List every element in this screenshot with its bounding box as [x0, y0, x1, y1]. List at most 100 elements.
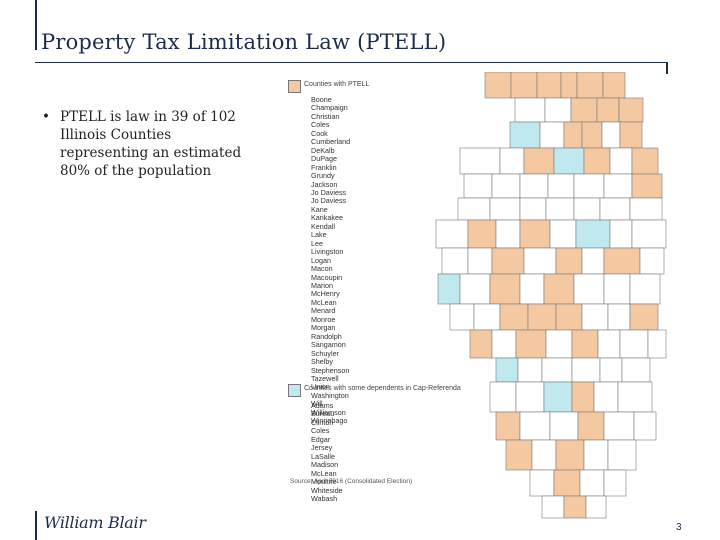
county-shape: [491, 247, 525, 275]
county-shape: [618, 97, 644, 123]
title-accent-bar: [35, 0, 37, 50]
title-underline: [35, 62, 667, 63]
county-shape: [489, 197, 521, 221]
county-shape: [576, 72, 604, 99]
county-shape: [607, 439, 637, 471]
partial-swatch: [288, 384, 301, 397]
county-shape: [603, 273, 631, 305]
county-shape: [541, 357, 573, 383]
county-shape: [499, 147, 525, 175]
county-list-item: Monroe: [311, 314, 336, 324]
county-shape: [437, 273, 461, 305]
county-shape: [515, 381, 545, 413]
county-list-item: McHenry: [311, 289, 340, 299]
county-shape: [435, 219, 469, 249]
county-shape: [499, 303, 529, 331]
county-shape: [621, 357, 651, 383]
bullet-dot: •: [42, 109, 50, 125]
county-list-item: Bureau: [311, 409, 335, 419]
county-list-item: LaSalle: [311, 451, 335, 461]
county-shape: [603, 247, 641, 275]
county-shape: [514, 97, 546, 123]
william-blair-logo: William Blair: [44, 513, 146, 532]
footer-accent-bar: [35, 511, 37, 540]
county-list-item: Edgar: [311, 434, 331, 444]
county-list-item: Menard: [311, 306, 336, 316]
county-shape: [457, 197, 491, 221]
partial-legend-label: Counties with some dependents in Cap-Ref…: [304, 385, 461, 392]
county-list-item: Winnebago: [311, 416, 348, 426]
county-shape: [609, 147, 633, 175]
county-shape: [469, 329, 493, 359]
county-shape: [563, 121, 583, 149]
county-shape: [602, 72, 626, 99]
county-list-item: DeKalb: [311, 145, 335, 155]
county-list-item: Marion: [311, 280, 333, 290]
county-list-item: Morgan: [311, 323, 336, 333]
county-shape: [473, 303, 501, 331]
county-shape: [639, 247, 665, 275]
county-shape: [581, 247, 605, 275]
county-list-item: McLean: [311, 297, 337, 307]
page-number: 3: [676, 522, 682, 533]
county-shape: [519, 173, 549, 199]
partial-county-list: Adams Bureau Clinton Coles Edgar Jersey LaSall…: [311, 401, 343, 503]
county-list-item: Lake: [311, 230, 327, 240]
county-list-item: Jo Daviess: [311, 187, 347, 197]
county-list-item: DuPage: [311, 154, 337, 164]
county-shape: [553, 147, 585, 175]
county-list-item: Christian: [311, 111, 340, 121]
county-list-item: Jackson: [311, 179, 338, 189]
county-shape: [449, 303, 475, 331]
county-shape: [575, 219, 611, 249]
county-list-item: Kendall: [311, 221, 335, 231]
county-shape: [603, 469, 627, 497]
county-list-item: Logan: [311, 255, 331, 265]
county-shape: [467, 247, 493, 275]
county-list-item: Whiteside: [311, 485, 343, 495]
county-list-item: Williamson: [311, 407, 346, 417]
county-shape: [515, 329, 547, 359]
county-shape: [597, 329, 621, 359]
ptell-swatch: [288, 80, 301, 93]
county-shape: [570, 97, 598, 123]
county-list-item: Washington: [311, 390, 349, 400]
county-list-item: Cook: [311, 128, 328, 138]
county-list-item: Union: [311, 382, 330, 392]
county-shape: [495, 357, 519, 383]
county-list-item: Madison: [311, 460, 339, 470]
county-shape: [583, 147, 611, 175]
county-list-item: Stephenson: [311, 365, 350, 375]
county-shape: [549, 219, 577, 249]
county-shape: [609, 219, 633, 249]
county-shape: [619, 329, 649, 359]
ptell-legend-label: Counties with PTELL: [304, 81, 370, 88]
county-shape: [581, 121, 603, 149]
bullet-text: PTELL is law in 39 of 102 Illinois Count…: [60, 109, 242, 179]
county-list-item: Coles: [311, 120, 330, 130]
county-shape: [603, 411, 635, 441]
county-shape: [484, 72, 512, 99]
county-shape: [601, 121, 621, 149]
county-shape: [631, 173, 663, 199]
county-shape: [560, 72, 578, 99]
county-shape: [549, 411, 579, 441]
county-list-item: Macon: [311, 264, 333, 274]
county-list-item: Coles: [311, 426, 330, 436]
county-list-item: Livingston: [311, 247, 344, 257]
county-list-item: McLean: [311, 468, 337, 478]
county-shape: [510, 72, 538, 99]
county-list-item: Champaign: [311, 103, 348, 113]
county-shape: [467, 219, 497, 249]
county-shape: [544, 97, 572, 123]
county-shape: [495, 411, 521, 441]
county-shape: [603, 173, 633, 199]
county-list-item: Kankakee: [311, 213, 343, 223]
county-shape: [459, 273, 491, 305]
county-list-item: Franklin: [311, 162, 337, 172]
county-shape: [599, 357, 623, 383]
county-shape: [543, 381, 573, 413]
county-shape: [463, 173, 493, 199]
county-list-item: Sangamon: [311, 340, 346, 350]
county-list-item: Adams: [311, 401, 334, 410]
